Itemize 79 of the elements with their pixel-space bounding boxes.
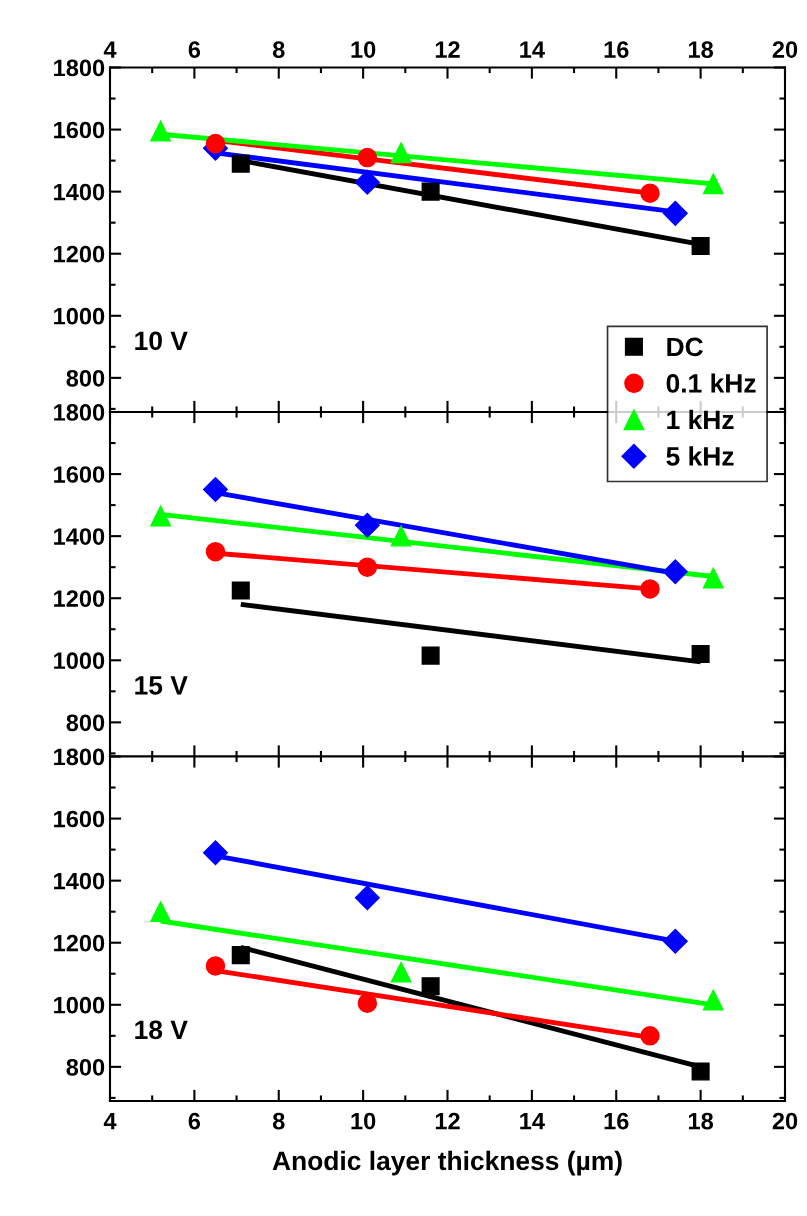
y-tick-label: 1800 bbox=[54, 404, 105, 421]
point bbox=[205, 133, 226, 154]
x-tick-label: 10 bbox=[351, 1112, 376, 1130]
point bbox=[357, 993, 378, 1013]
point bbox=[150, 505, 172, 527]
point bbox=[640, 183, 660, 203]
x2-tick-label: 6 bbox=[188, 41, 201, 58]
y-tick-label: 1200 bbox=[54, 245, 105, 263]
point bbox=[702, 173, 724, 195]
x-tick-label: 20 bbox=[772, 1112, 798, 1130]
point bbox=[357, 557, 378, 577]
legend-label: 0.1 kHz bbox=[666, 373, 756, 393]
point bbox=[231, 581, 250, 600]
y-tick-label: 1200 bbox=[54, 934, 105, 952]
y-tick-label: 1400 bbox=[54, 872, 105, 890]
point bbox=[354, 169, 380, 195]
point bbox=[662, 928, 688, 954]
point bbox=[691, 645, 710, 664]
y-tick-label: 1600 bbox=[54, 810, 105, 828]
annotation: 15 V bbox=[135, 676, 188, 695]
point bbox=[357, 147, 378, 168]
point bbox=[150, 901, 172, 923]
x-axis-title: Anodic layer thickness (µm) bbox=[272, 1150, 622, 1176]
x2-tick-label: 4 bbox=[103, 41, 117, 58]
point bbox=[421, 977, 440, 996]
annotation: 18 V bbox=[135, 1020, 188, 1040]
point bbox=[390, 142, 412, 164]
y-tick-label: 800 bbox=[66, 369, 105, 387]
y-tick-label: 1200 bbox=[54, 590, 105, 607]
point bbox=[390, 961, 412, 983]
point bbox=[421, 182, 440, 201]
point bbox=[150, 120, 172, 142]
y-tick-label: 1600 bbox=[54, 466, 105, 483]
x-tick-label: 6 bbox=[188, 1112, 201, 1130]
legend-label: 5 kHz bbox=[666, 446, 734, 466]
point bbox=[390, 525, 412, 547]
point bbox=[702, 989, 724, 1011]
y-tick-label: 1800 bbox=[54, 748, 105, 766]
y-tick-label: 800 bbox=[66, 1058, 105, 1076]
y-tick-label: 1400 bbox=[54, 528, 105, 545]
x2-tick-label: 20 bbox=[772, 41, 798, 58]
point bbox=[691, 236, 710, 255]
point bbox=[640, 1026, 660, 1046]
x-tick-label: 8 bbox=[272, 1112, 285, 1130]
x-tick-label: 4 bbox=[103, 1112, 117, 1130]
x2-tick-label: 12 bbox=[435, 41, 460, 58]
y-tick-label: 1600 bbox=[54, 121, 105, 139]
y-tick-label: 1800 bbox=[54, 59, 105, 77]
point bbox=[702, 567, 724, 589]
y-tick-label: 1000 bbox=[54, 652, 105, 670]
point bbox=[662, 559, 688, 585]
y-tick-label: 1400 bbox=[54, 183, 105, 201]
point bbox=[231, 154, 250, 173]
x-tick-label: 16 bbox=[604, 1112, 629, 1130]
x-tick-label: 14 bbox=[520, 1112, 545, 1130]
x2-tick-label: 14 bbox=[520, 41, 545, 58]
x2-tick-label: 10 bbox=[351, 41, 376, 58]
point bbox=[662, 200, 688, 226]
legend-label: DC bbox=[667, 337, 703, 357]
x-tick-label: 12 bbox=[435, 1112, 460, 1130]
legend-label: 1 kHz bbox=[667, 409, 734, 429]
point bbox=[205, 541, 226, 562]
y-tick-label: 1000 bbox=[54, 307, 105, 325]
point bbox=[691, 1062, 710, 1081]
point bbox=[354, 512, 380, 538]
point bbox=[202, 840, 228, 866]
x2-tick-label: 8 bbox=[272, 41, 285, 58]
annotation: 10 V bbox=[135, 331, 188, 351]
x2-tick-label: 16 bbox=[604, 41, 629, 58]
point bbox=[354, 885, 380, 911]
point bbox=[421, 646, 440, 665]
x2-tick-label: 18 bbox=[688, 41, 714, 58]
y-tick-label: 800 bbox=[66, 714, 105, 732]
point bbox=[205, 956, 226, 976]
y-tick-label: 1000 bbox=[54, 996, 105, 1014]
x-tick-label: 18 bbox=[688, 1112, 714, 1130]
point bbox=[640, 579, 660, 599]
point bbox=[202, 477, 228, 503]
point bbox=[231, 946, 250, 965]
